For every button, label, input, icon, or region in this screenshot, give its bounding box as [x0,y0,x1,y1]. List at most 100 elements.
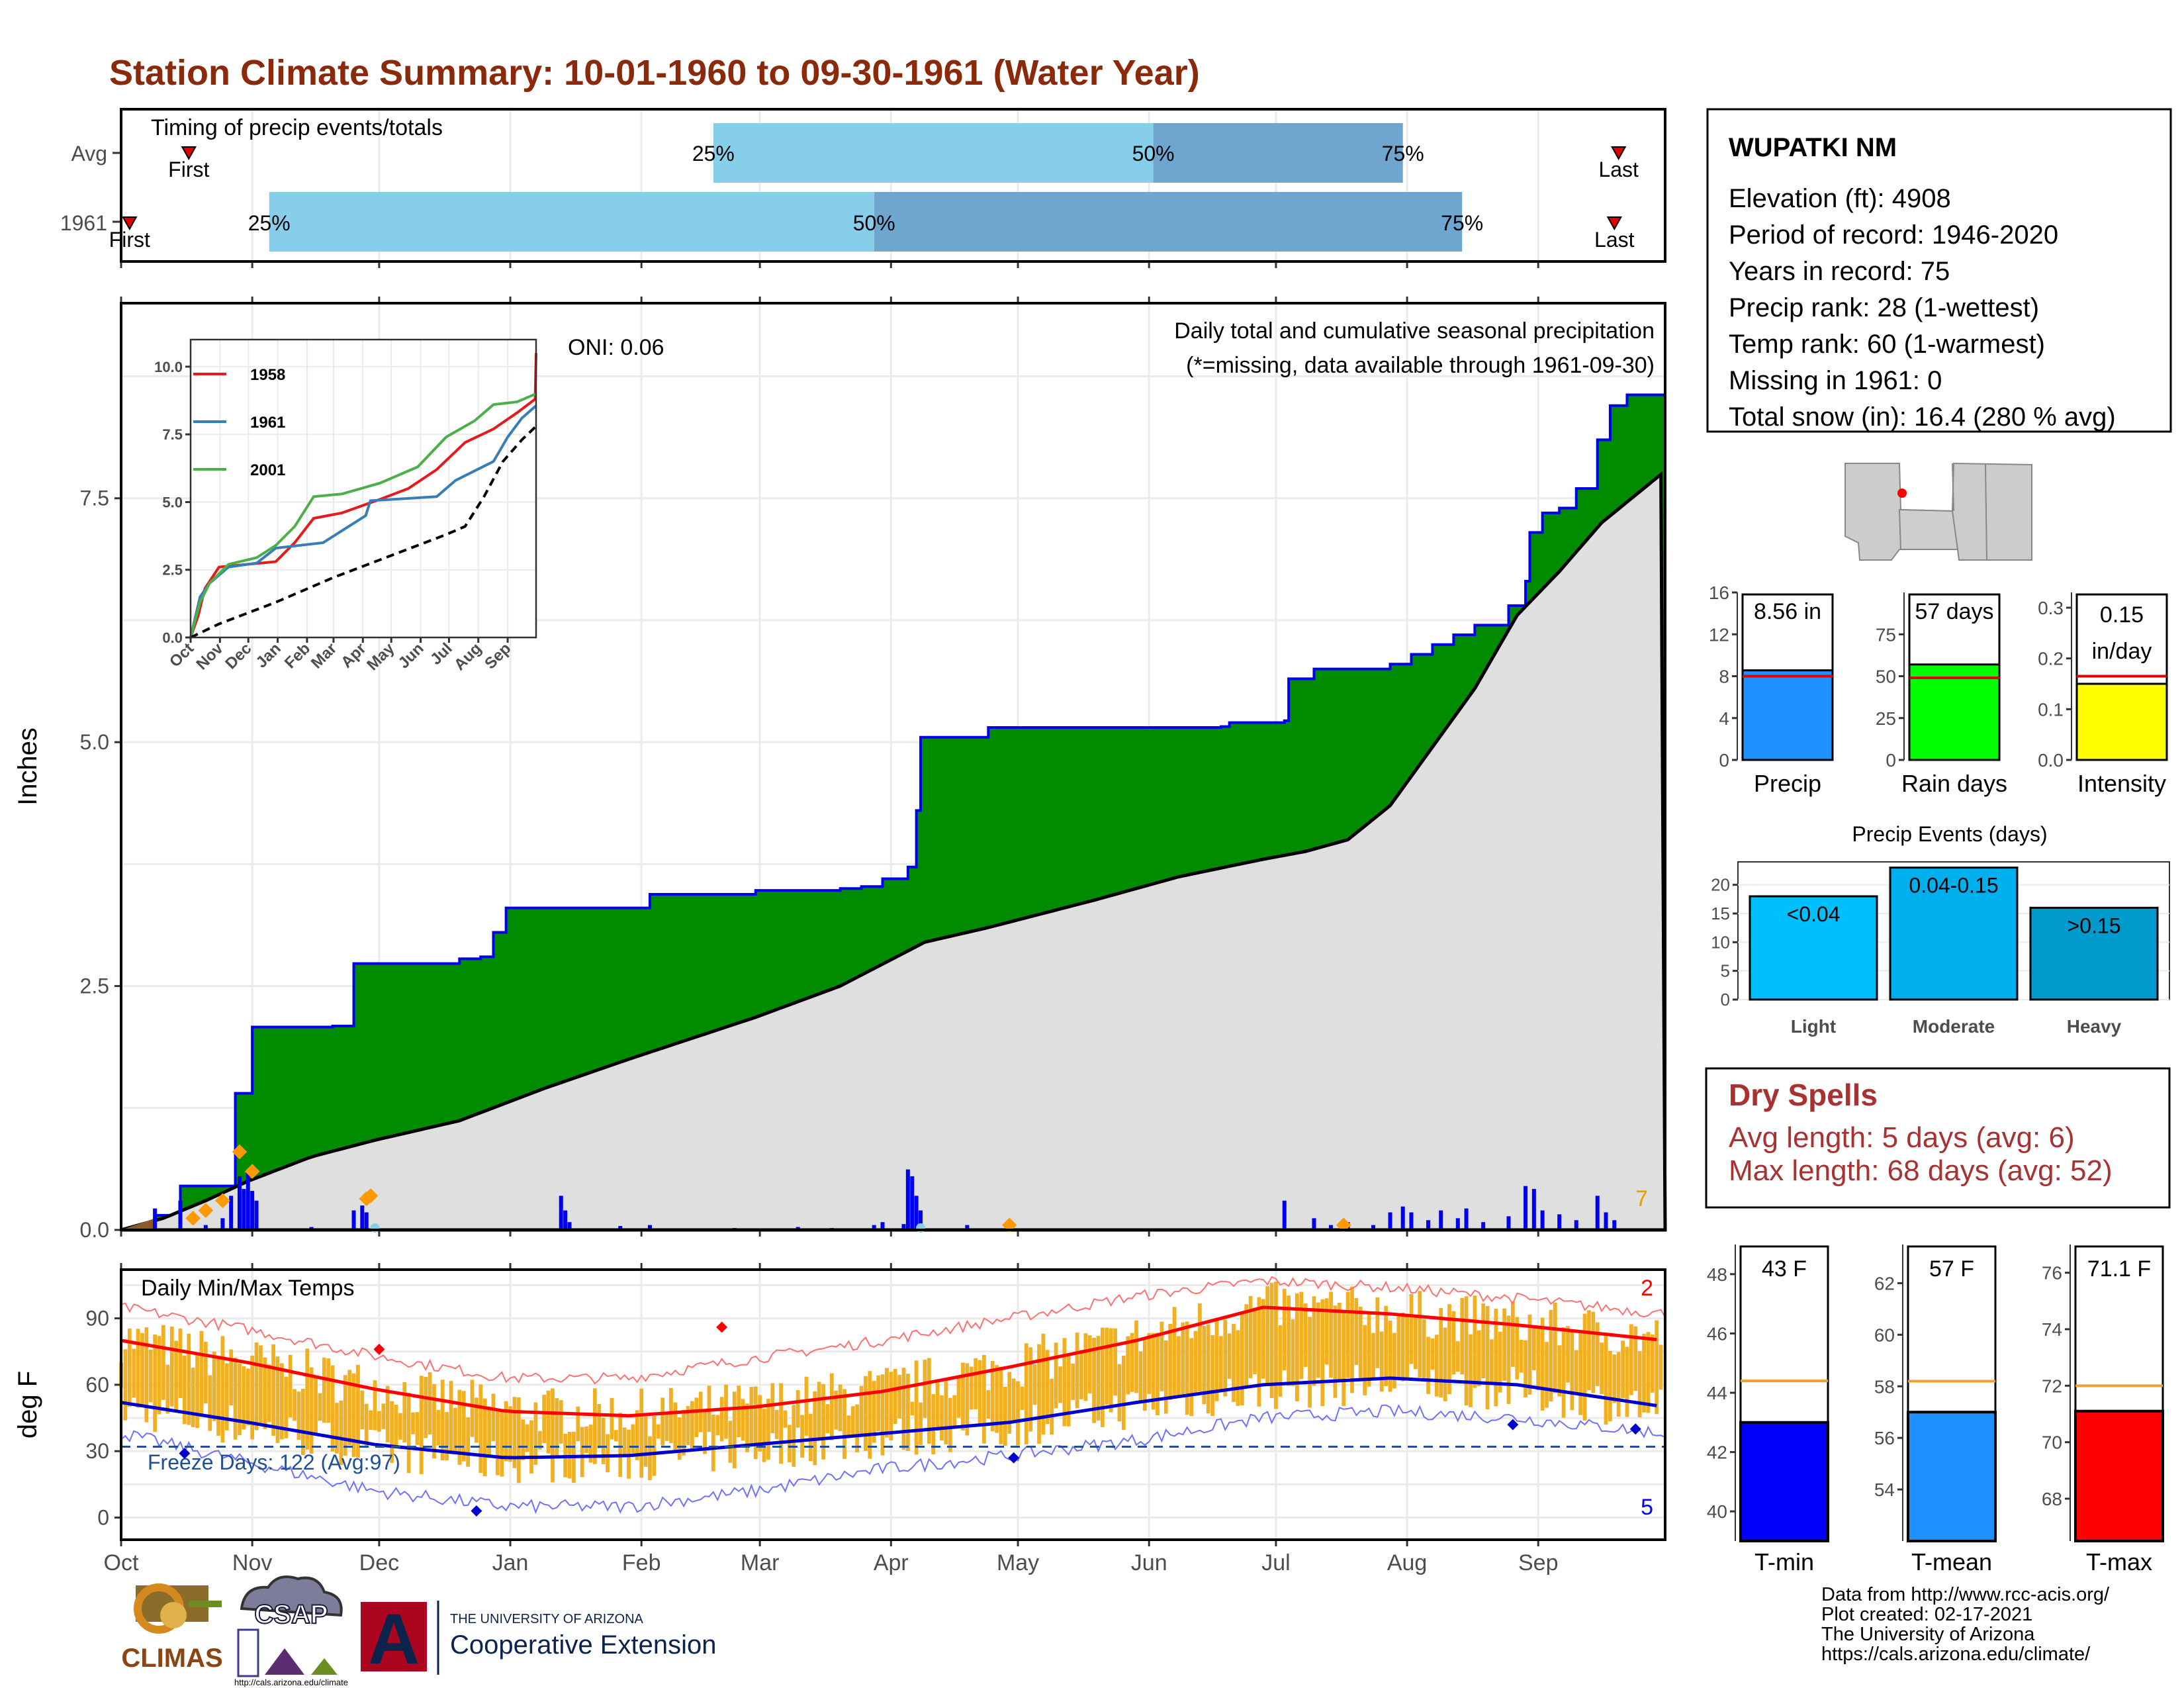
daily-temp-range-bar [1223,1319,1228,1397]
daily-temp-range-bar [1193,1331,1198,1393]
daily-temp-range-bar [1037,1344,1041,1444]
daily-temp-range-bar [1218,1336,1223,1389]
daily-temp-range-bar [1007,1372,1012,1434]
daily-temp-range-bar [834,1390,839,1430]
event-bar-light [1749,895,1878,1001]
daily-temp-range-bar [919,1402,923,1446]
daily-precip-bar [178,1200,183,1230]
daily-temp-range-bar [825,1404,830,1434]
daily-temp-range-bar [525,1424,529,1452]
events-ytick-label: 5 [1721,961,1730,981]
dry-spells-max: Max length: 68 days (avg: 52) [1729,1154,2113,1187]
daily-temp-range-bar [377,1411,381,1432]
timing-25-label: 25% [692,142,735,165]
daily-temp-range-bar [732,1391,737,1469]
daily-temp-range-bar [1375,1297,1380,1368]
events-ytick-label: 15 [1711,904,1730,923]
daily-temp-range-bar [1050,1378,1054,1435]
daily-temp-range-bar [1210,1335,1214,1417]
precip-corner-count: 7 [1635,1186,1648,1211]
daily-temp-range-bar [1151,1333,1156,1410]
daily-temp-range-bar [1524,1340,1527,1397]
avg-max-line [120,1305,1657,1418]
daily-temp-range-bar [614,1430,618,1442]
page-title: Station Climate Summary: 10-01-1960 to 0… [109,53,1200,93]
daily-temp-range-bar [1595,1322,1600,1386]
daily-temp-range-bar [965,1363,970,1436]
daily-temp-range-bar [1096,1336,1101,1421]
daily-temp-range-bar [364,1403,369,1448]
daily-precip-bar [559,1196,563,1230]
freeze-days-label: Freeze Days: 122 (Avg:97) [148,1450,400,1474]
daily-temp-range-bar [238,1363,242,1435]
daily-temp-range-bar [1138,1351,1143,1404]
daily-temp-range-bar [136,1329,140,1408]
daily-temp-range-bar [280,1363,284,1440]
daily-temp-range-bar [1527,1314,1532,1395]
daily-temp-range-bar [664,1414,669,1441]
daily-precip-bar [647,1225,652,1230]
daily-temp-range-bar [183,1355,187,1425]
daily-temp-range-bar [601,1417,606,1464]
precip-legend-title: Daily total and cumulative seasonal prec… [1174,318,1655,344]
event-category-label: Heavy [2067,1016,2122,1037]
daily-temp-range-bar [690,1401,694,1449]
station-temp-rank: Temp rank: 60 (1-warmest) [1729,330,2045,359]
daily-precip-bar [364,1212,369,1230]
daily-temp-range-bar [846,1415,851,1436]
record-low-marker [1507,1419,1519,1430]
daily-temp-range-bar [1032,1364,1037,1405]
mini-bar-0 [1741,669,1834,761]
daily-temp-range-bar [792,1405,796,1467]
daily-temp-range-bar [1540,1317,1545,1411]
daily-temp-range-bar [487,1406,491,1458]
daily-temp-range-bar [1168,1323,1173,1400]
daily-temp-range-bar [804,1376,809,1436]
tsum-value-label: 43 F [1762,1256,1807,1282]
mini-ytick-label: 75 [1876,624,1896,645]
daily-temp-range-bar [1345,1291,1350,1378]
daily-temp-range-bar [580,1427,584,1477]
daily-temp-range-bar [1147,1333,1152,1394]
daily-temp-range-bar [1278,1325,1283,1397]
daily-temp-range-bar [1181,1322,1185,1395]
daily-precip-bar [1388,1212,1392,1230]
daily-temp-range-bar [724,1384,728,1439]
month-label-jan: Jan [492,1550,529,1575]
daily-temp-range-bar [551,1388,555,1483]
daily-temp-range-bar [174,1340,178,1413]
climas-wordmark: CLIMAS [121,1644,222,1673]
daily-temp-range-bar [411,1412,415,1434]
inset-ytick-label: 0.0 [162,630,183,646]
daily-temp-range-bar [935,1380,940,1430]
daily-temp-range-bar [432,1383,436,1459]
snow-marker [185,1211,201,1226]
first-event-marker [122,216,138,231]
precip-ytick-label: 5.0 [80,730,109,754]
tsum-ytick-label: 40 [1707,1501,1727,1522]
daily-temp-range-bar [1156,1333,1160,1415]
event-bar-heavy [2029,906,2159,1001]
daily-temp-range-bar [191,1368,195,1427]
daily-precip-bar [237,1176,242,1230]
summary-bar-charts: 0 4 8 12 16 8.56 in Precip 0 25 50 75 57 days Rain d… [1709,583,2168,797]
daily-temp-range-bar [1363,1325,1367,1395]
daily-temp-range-bar [1396,1315,1401,1378]
first-event-label: First [168,158,209,181]
daily-precip-bar [919,1210,923,1230]
inset-legend-label: 1961 [250,414,285,432]
record-max-line [120,1276,1666,1385]
month-label-jun: Jun [1131,1550,1167,1575]
credits: Data from http://www.rcc-acis.org/ Plot … [1821,1584,2110,1665]
daily-temp-range-bar [1299,1291,1304,1380]
daily-temp-range-bar [233,1357,238,1440]
month-label-mar: Mar [741,1550,780,1575]
daily-temp-range-bar [859,1385,864,1434]
station-period: Period of record: 1946-2020 [1729,220,2058,250]
daily-temp-range-bar [1604,1333,1608,1425]
daily-temp-range-bar [948,1397,952,1452]
daily-temp-range-bar [178,1328,183,1399]
daily-temp-range-bar [677,1417,682,1460]
daily-precip-bar [242,1189,246,1230]
